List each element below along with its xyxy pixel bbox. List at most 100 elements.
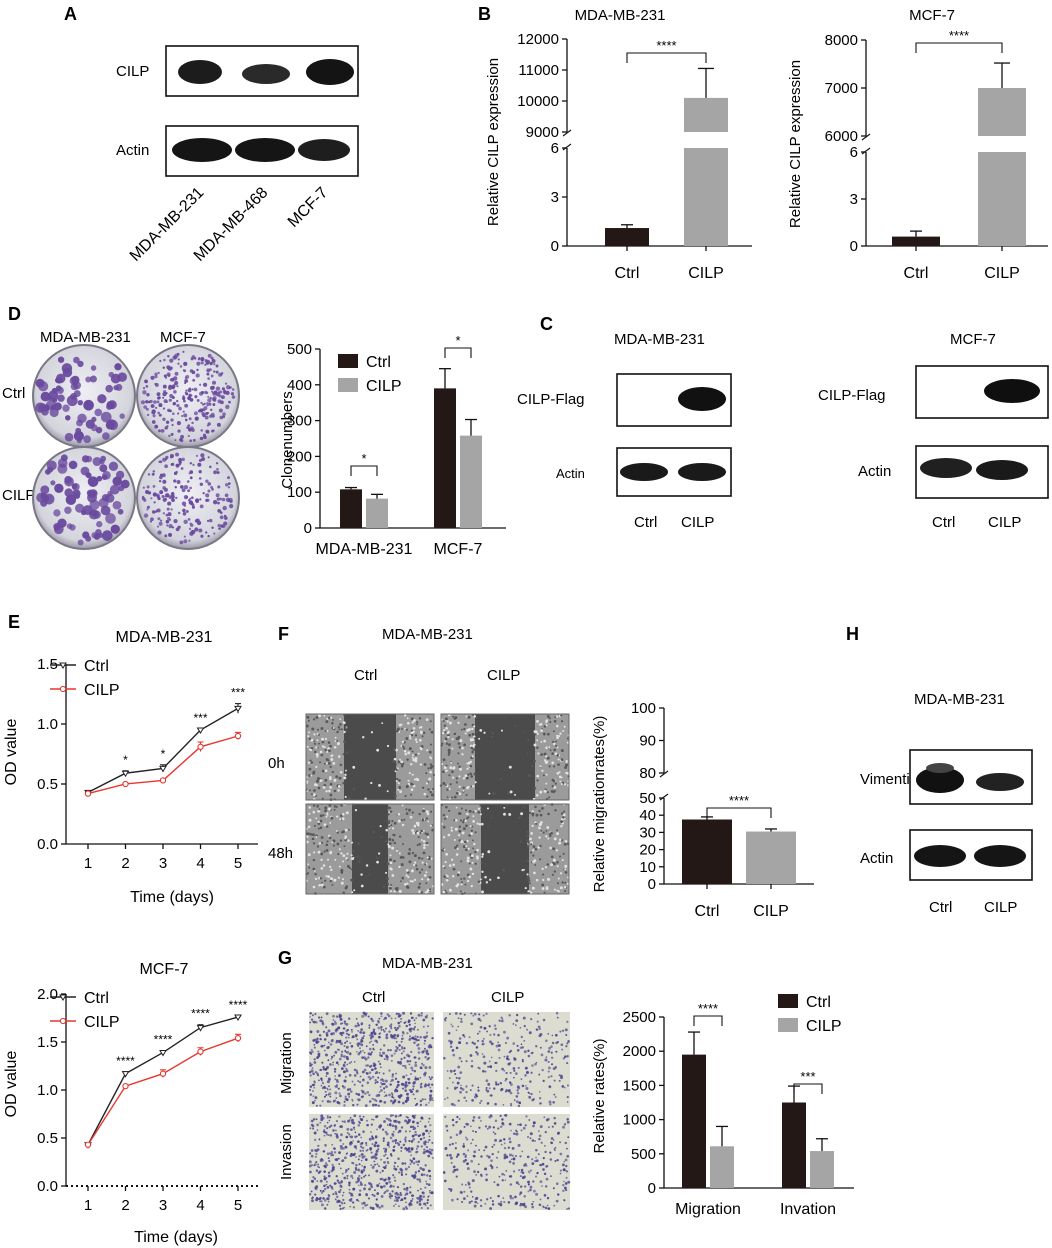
panel-f-col-cilp: CILP — [487, 667, 520, 684]
chart-g-bar-migration-cilp — [710, 1146, 734, 1188]
blot-c-title-left: MDA-MB-231 — [614, 331, 705, 348]
chart-b1-ytick-label-10000: 10000 — [517, 93, 559, 110]
blot-row-label-actin: Actin — [116, 142, 149, 159]
chart-e1-xtick-label-5: 5 — [234, 855, 242, 872]
chart-e2-point-cilp-4 — [197, 1048, 204, 1055]
panel-letter-c: C — [540, 314, 553, 334]
chart-e1-ylabel: OD value — [3, 719, 20, 786]
chart-b2-ytick-label-0: 0 — [850, 238, 858, 255]
chart-e2-ytick-label-0-0: 0.0 — [37, 1178, 58, 1195]
panel-g-row-migration: Migration — [278, 1032, 295, 1094]
chart-d-significance-mcf-7-label: * — [455, 333, 460, 348]
blot-c-title-right: MCF-7 — [950, 331, 996, 348]
chart-f-ytick-label-50: 50 — [639, 790, 656, 807]
chart-b2-ytick-label-7000: 7000 — [825, 80, 858, 97]
panel-f-row-48h: 48h — [268, 845, 293, 862]
wound-gap — [481, 804, 529, 894]
chart-e2-legend-marker-ctrl — [59, 994, 67, 1001]
chart-d-legend-label-ctrl: Ctrl — [366, 354, 391, 371]
chart-e2-ylabel: OD value — [3, 1051, 20, 1118]
panel-f-title: MDA-MB-231 — [382, 626, 473, 643]
blot-c-right-row-cilp-flag: CILP-Flag — [818, 387, 886, 404]
chart-e2-ytick-label-2-0: 2.0 — [37, 986, 58, 1003]
chart-e2-xtick-label-1: 1 — [84, 1197, 92, 1214]
chart-e1-ytick-label-0-5: 0.5 — [37, 776, 58, 793]
chart-d-legend-label-cilp: CILP — [366, 378, 402, 395]
chart-f-ytick-label-30: 30 — [639, 824, 656, 841]
panel-letter-g: G — [278, 948, 292, 968]
blot-h-lane-cilp: CILP — [984, 899, 1017, 916]
blot-row-label-cilp: CILP — [116, 63, 149, 80]
chart-g-significance-migration: **** — [693, 1001, 723, 1026]
chart-d-significance-mda-mb-231: * — [350, 451, 378, 476]
chart-b1-xtick-label-ctrl: Ctrl — [615, 265, 640, 282]
panel-letter-h: H — [846, 624, 859, 644]
panel-letter-e: E — [8, 612, 20, 632]
chart-d-ytick-label-100: 100 — [287, 484, 312, 501]
panel-letter-a: A — [64, 4, 77, 24]
chart-g-ytick-label-1500: 1500 — [623, 1077, 656, 1094]
chart-b1-title: MDA-MB-231 — [575, 7, 666, 24]
chart-b1-ytick-label-9000: 9000 — [526, 124, 559, 141]
blot-h-lane-ctrl: Ctrl — [929, 899, 952, 916]
chart-e2-point-ctrl-3 — [159, 1050, 167, 1057]
blot-c-right-row-actin: Actin — [858, 463, 891, 480]
chart-e1-legend-label-ctrl: Ctrl — [84, 658, 109, 675]
dish-col-label-mcf-7: MCF-7 — [160, 329, 206, 346]
chart-e1-legend-marker-cilp — [59, 685, 67, 693]
chart-g-legend-swatch-cilp — [778, 1018, 798, 1032]
chart-e2-title: MCF-7 — [140, 961, 189, 978]
chart-e1-xtick-label-2: 2 — [121, 855, 129, 872]
chart-e1-point-cilp-3 — [159, 777, 167, 784]
panel-g-title: MDA-MB-231 — [382, 955, 473, 972]
wound-gap — [352, 804, 388, 894]
chart-b2-ytick-label-8000: 8000 — [825, 32, 858, 49]
chart-g-legend-label-cilp: CILP — [806, 1018, 842, 1035]
panel-f-col-ctrl: Ctrl — [354, 667, 377, 684]
blot-c-left-lane-ctrl: Ctrl — [634, 514, 657, 531]
chart-b2-significance: **** — [915, 28, 1003, 53]
chart-g-ytick-label-500: 500 — [631, 1146, 656, 1163]
chart-f-break-mark-1 — [659, 770, 669, 778]
chart-f-bar-ctrl — [682, 819, 732, 884]
chart-e2-sig-4: **** — [191, 1007, 210, 1021]
chart-f-xtick-label-ctrl: Ctrl — [695, 903, 720, 920]
chart-e2-point-ctrl-5 — [234, 1014, 242, 1022]
chart-e2-point-cilp-1 — [84, 1141, 92, 1148]
chart-e2-xtick-label-2: 2 — [121, 1197, 129, 1214]
chart-b2-title: MCF-7 — [909, 7, 955, 24]
chart-b2-bar-ctrl — [892, 236, 940, 246]
panel-f-row-0h: 0h — [268, 755, 285, 772]
chart-e1-sig-4: *** — [193, 711, 207, 725]
chart-e1-point-cilp-4 — [197, 743, 204, 750]
chart-e2-sig-3: **** — [154, 1033, 173, 1047]
chart-b2-xtick-label-ctrl: Ctrl — [904, 265, 929, 282]
chart-e1-xtick-label-1: 1 — [84, 855, 92, 872]
chart-f: Relative migrationrates(%) 80 90 100 0102030… — [591, 700, 814, 920]
panel-d-images: MDA-MB-231 MCF-7 Ctrl CILP — [2, 329, 240, 550]
chart-g-significance-invation: *** — [793, 1069, 823, 1094]
chart-f-ytick-label-80: 80 — [639, 765, 656, 782]
panel-h-title: MDA-MB-231 — [914, 691, 1005, 708]
chart-g-significance-invation-label: *** — [800, 1069, 815, 1084]
chart-f-bar-cilp — [746, 831, 796, 884]
chart-d-bar-mcf-7-ctrl — [434, 388, 456, 528]
chart-b1-break-mark-1 — [562, 129, 572, 137]
chart-e1-point-cilp-2 — [122, 780, 129, 788]
chart-e1-legend-marker-ctrl — [59, 662, 67, 669]
chart-f-ytick-label-20: 20 — [639, 842, 656, 859]
chart-g-bar-invation-ctrl — [782, 1102, 806, 1188]
chart-b1-ytick-label-12000: 12000 — [517, 31, 559, 48]
dish-row-label-cilp: CILP — [2, 487, 35, 504]
chart-b2-ytick-label-6: 6 — [850, 144, 858, 161]
chart-e2-point-cilp-2 — [122, 1083, 129, 1090]
wound-gap — [344, 714, 396, 800]
chart-e1-title: MDA-MB-231 — [116, 629, 213, 646]
chart-e1-sig-5: *** — [231, 686, 245, 700]
chart-g-xtick-label-invation: Invation — [780, 1201, 836, 1218]
chart-g-legend-label-ctrl: Ctrl — [806, 994, 831, 1011]
panel-g-row-invasion: Invasion — [278, 1124, 295, 1180]
chart-d-legend-swatch-cilp — [338, 378, 358, 392]
chart-e2: MCF-7 OD value Time (days) 0.0 0.5 1.0 1.5 2.0 1… — [3, 961, 258, 1246]
